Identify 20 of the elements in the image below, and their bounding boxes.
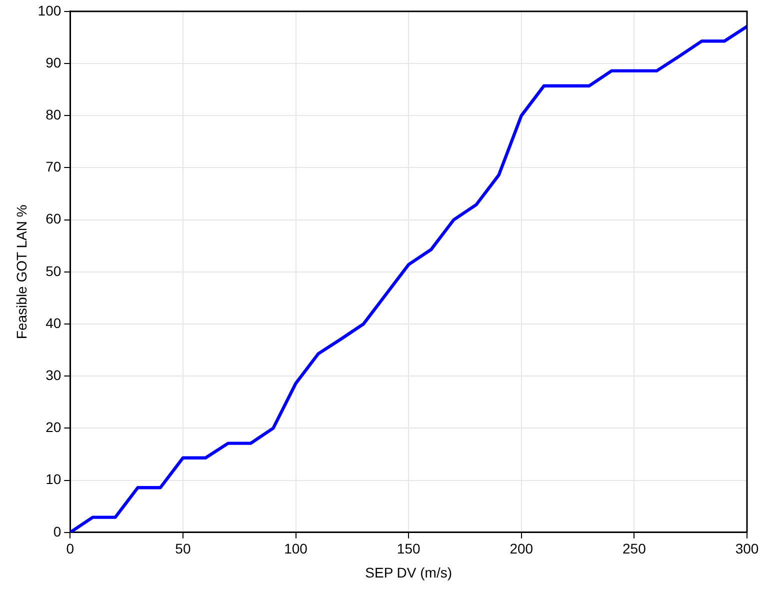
x-tick-label: 50 [175,540,191,557]
y-tick-label: 70 [46,158,62,175]
y-tick-label: 60 [46,210,62,227]
x-tick-label: 300 [735,540,759,557]
y-tick-label: 20 [46,419,62,436]
x-tick-label: 200 [510,540,534,557]
y-tick-label: 90 [46,54,62,70]
y-tick-label: 10 [46,471,62,488]
y-tick-label: 0 [53,523,62,540]
x-tick-label: 150 [396,540,420,557]
y-tick-label: 80 [46,106,62,122]
y-tick-label: 30 [46,366,62,383]
x-tick-label: 0 [66,540,74,557]
x-tick-label: 250 [622,540,646,557]
y-tick-label: 100 [38,2,62,18]
x-tick-label: 100 [284,540,308,557]
y-tick-label: 40 [46,314,62,331]
y-tick-label: 50 [46,262,62,279]
y-axis-title: Feasible GOT LAN % [13,204,30,340]
x-axis-title: SEP DV (m/s) [365,564,452,580]
